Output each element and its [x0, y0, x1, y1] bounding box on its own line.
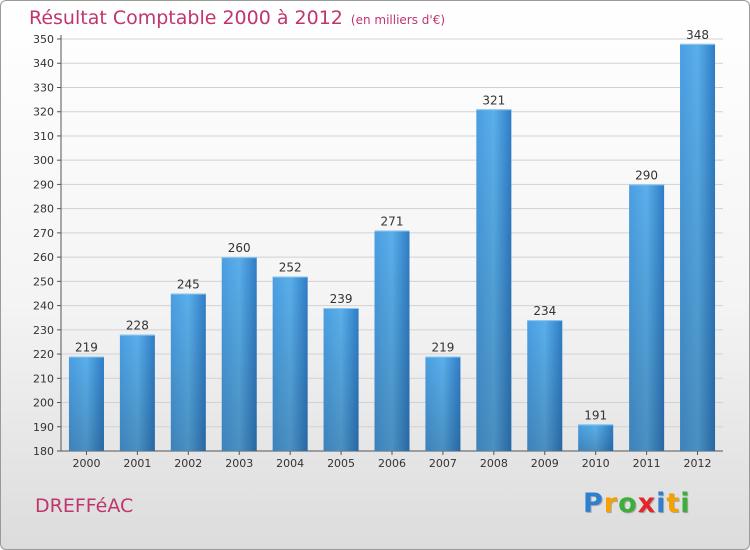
y-tick-label: 320: [33, 106, 54, 119]
y-tick-label: 280: [33, 203, 54, 216]
labels: 219 2000 228 2001 245 2002 260 2003 252 2004 239 20…: [72, 28, 711, 470]
grid-lines: [61, 38, 723, 428]
x-tick-label: 2000: [72, 457, 100, 470]
y-tick-label: 220: [33, 348, 54, 361]
x-tick-label: 2012: [684, 457, 712, 470]
bar-value-label: 271: [381, 214, 404, 228]
bar-shade: [170, 293, 206, 451]
commune-name: DREFFéAC: [35, 495, 134, 517]
logo-letter: x: [637, 488, 657, 519]
bar-shade: [323, 308, 359, 451]
x-tick-label: 2008: [480, 457, 508, 470]
y-tick-label: 260: [33, 251, 54, 264]
y-tick-label: 240: [33, 300, 54, 313]
y-tick-label: 300: [33, 154, 54, 167]
bar-chart: 180 190 200 210 220 230 240 250 260 270 280 290 300 3…: [33, 28, 723, 470]
logo-letter: i: [680, 488, 691, 519]
logo-letter: o: [618, 488, 638, 519]
y-tick-label: 290: [33, 178, 54, 191]
y-tick-label: 250: [33, 275, 54, 288]
x-tick-label: 2002: [174, 457, 202, 470]
x-tick-label: 2004: [276, 457, 304, 470]
bar-value-label: 239: [330, 292, 353, 306]
bar-shade: [680, 43, 716, 452]
bar-value-label: 191: [584, 408, 607, 422]
y-tick-label: 230: [33, 324, 54, 337]
logo-letter: t: [666, 488, 681, 519]
proxiti-logo: Proxiti: [583, 488, 691, 519]
bar-value-label: 290: [635, 168, 658, 182]
bar-value-label: 348: [686, 28, 709, 42]
chart-title: Résultat Comptable 2000 à 2012 (en millie…: [29, 7, 445, 29]
y-tick-label: 270: [33, 227, 54, 240]
y-tick-label: 340: [33, 57, 54, 70]
bar-shade: [629, 184, 665, 452]
y-tick-label: 190: [33, 421, 54, 434]
bar-shade: [272, 276, 308, 451]
logo-letter: r: [603, 488, 619, 519]
y-tick-label: 350: [33, 33, 54, 46]
x-tick-label: 2001: [123, 457, 151, 470]
bar-shade: [578, 424, 614, 451]
chart-subtitle: (en milliers d'€): [350, 13, 446, 27]
x-tick-label: 2003: [225, 457, 253, 470]
x-tick-label: 2005: [327, 457, 355, 470]
x-tick-label: 2009: [531, 457, 559, 470]
x-tick-label: 2006: [378, 457, 406, 470]
bar-shade: [476, 109, 512, 452]
bar-shade: [425, 356, 461, 451]
y-tick-label: 180: [33, 445, 54, 458]
y-tick-label: 210: [33, 372, 54, 385]
bar-shade: [221, 257, 257, 451]
y-tick-label: 310: [33, 130, 54, 143]
y-tick-label: 200: [33, 397, 54, 410]
bar-value-label: 234: [533, 304, 556, 318]
bar-shade: [527, 320, 563, 451]
logo-letter: i: [656, 488, 667, 519]
bar-value-label: 252: [279, 261, 302, 275]
x-tick-label: 2011: [633, 457, 661, 470]
x-tick-label: 2010: [582, 457, 610, 470]
bar-value-label: 260: [228, 241, 251, 255]
bars: [68, 43, 716, 452]
bar-value-label: 228: [126, 319, 149, 333]
bar-value-label: 245: [177, 277, 200, 291]
bar-value-label: 219: [75, 340, 98, 354]
y-tick-label: 330: [33, 81, 54, 94]
x-tick-label: 2007: [429, 457, 457, 470]
logo-letter: P: [583, 488, 604, 519]
bar-shade: [119, 334, 155, 451]
bar-shade: [68, 356, 104, 451]
bar-shade: [374, 230, 410, 451]
chart-title-text: Résultat Comptable 2000 à 2012: [29, 7, 343, 29]
bar-value-label: 321: [482, 93, 505, 107]
bar-value-label: 219: [431, 340, 454, 354]
